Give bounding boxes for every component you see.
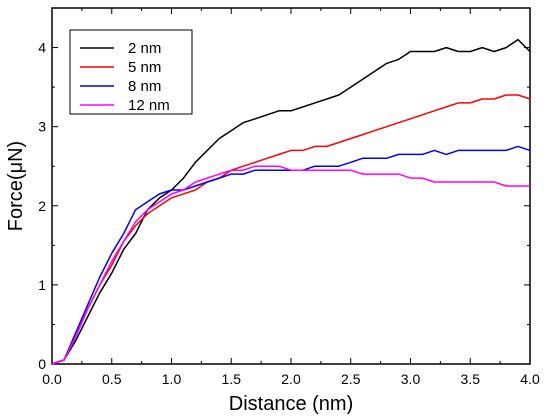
x-tick-label: 3.0 xyxy=(401,371,421,387)
x-tick-label: 1.0 xyxy=(162,371,182,387)
legend-label: 2 nm xyxy=(128,40,161,57)
x-tick-label: 2.0 xyxy=(281,371,301,387)
legend-label: 8 nm xyxy=(128,78,161,95)
series-line-5-nm xyxy=(51,94,531,365)
series-line-8-nm xyxy=(51,145,531,365)
y-tick-label: 0 xyxy=(38,356,46,372)
x-axis-title: Distance (nm) xyxy=(229,393,353,415)
y-tick-label: 1 xyxy=(38,277,46,293)
x-tick-label: 2.5 xyxy=(341,371,361,387)
series-line-2-nm xyxy=(51,38,531,365)
y-tick-label: 3 xyxy=(38,119,46,135)
legend: 2 nm 5 nm 8 nm 12 nm xyxy=(69,29,193,115)
y-tick-label: 2 xyxy=(38,198,46,214)
x-tick-label: 3.5 xyxy=(461,371,481,387)
x-tick-label: 0.5 xyxy=(102,371,122,387)
x-tick-label: 1.5 xyxy=(222,371,242,387)
legend-box xyxy=(69,29,193,115)
series-lines xyxy=(51,38,531,365)
y-axis-title: Force(μN) xyxy=(5,141,27,231)
legend-items: 2 nm 5 nm 8 nm 12 nm xyxy=(80,40,170,114)
x-tick-label: 4.0 xyxy=(520,371,540,387)
series-line-12-nm xyxy=(51,165,530,365)
legend-label: 12 nm xyxy=(128,97,170,114)
y-tick-label: 4 xyxy=(38,40,46,56)
x-tick-label: 0.0 xyxy=(42,371,62,387)
tick-labels: 0.0 0.5 1.0 1.5 2.0 2.5 3.0 3.5 4.0 0 1 2 3 4 xyxy=(38,40,540,387)
legend-label: 5 nm xyxy=(128,59,161,76)
